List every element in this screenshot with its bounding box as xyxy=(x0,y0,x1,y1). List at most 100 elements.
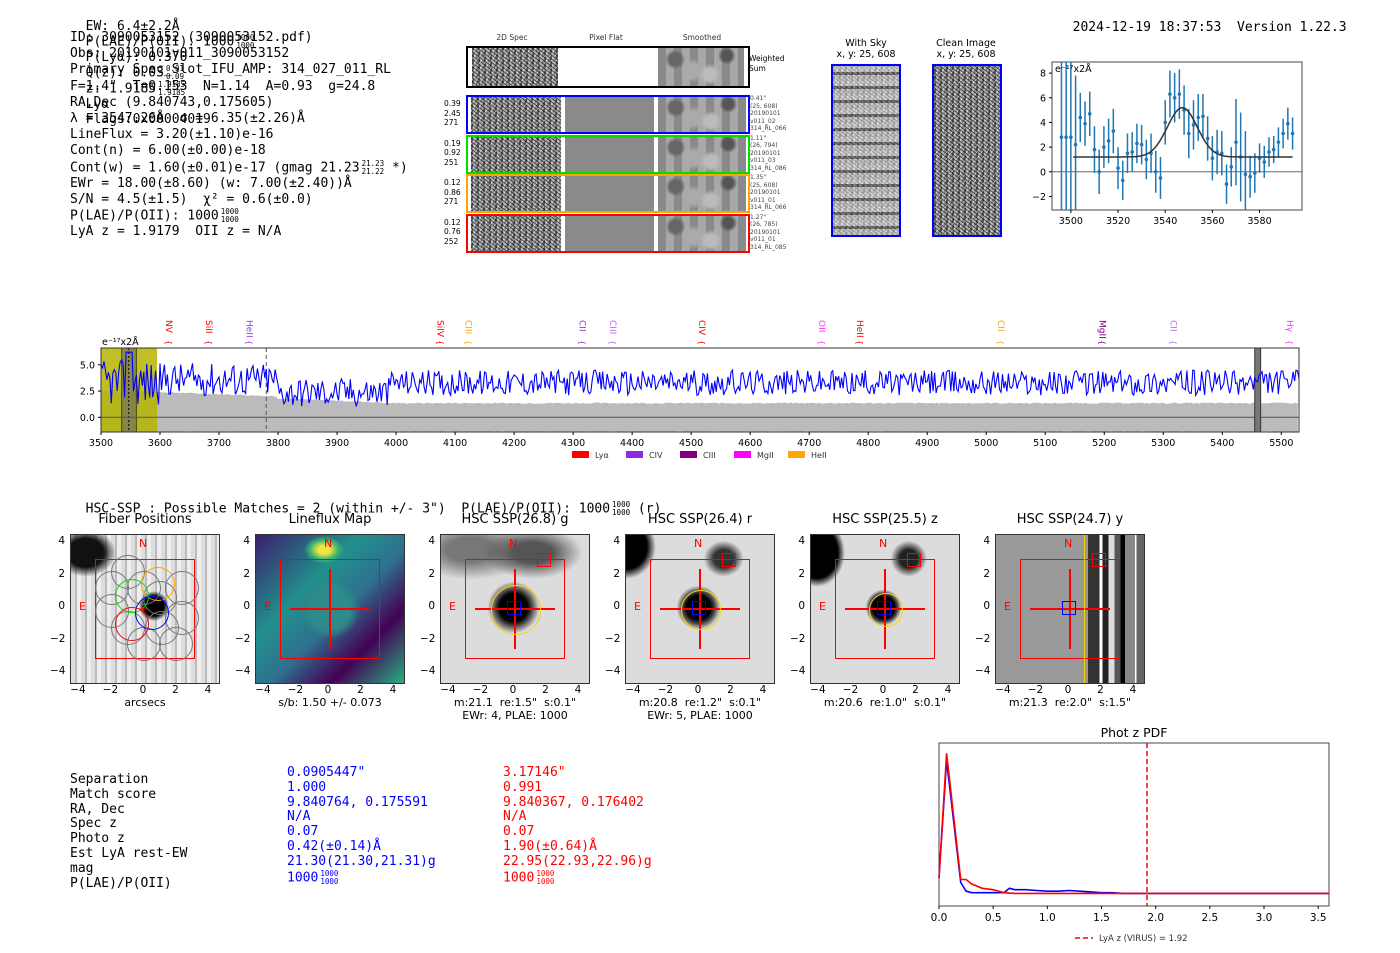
legend-label: Lyα xyxy=(595,451,609,460)
data-point xyxy=(1059,135,1064,140)
fiber-info: 0.41" (25, 608) 20190101 v011_02 314_RL_066 xyxy=(750,95,786,133)
y-tick-label: 4 xyxy=(58,535,65,547)
clean-image-title: Clean Image x, y: 25, 608 xyxy=(936,38,996,60)
x-tick-label: 2 xyxy=(542,684,549,696)
ellipse-aperture xyxy=(869,593,903,627)
x-tick-label: 4000 xyxy=(384,438,408,449)
match-value: 3.17146" xyxy=(503,765,566,780)
y-tick-label: 0 xyxy=(58,600,65,612)
data-point xyxy=(1276,140,1281,144)
spectrum-line xyxy=(100,351,1300,408)
x-tick-label: 5400 xyxy=(1210,438,1234,449)
x-tick-label: 4500 xyxy=(679,438,703,449)
x-tick-label: 4600 xyxy=(738,438,762,449)
data-point xyxy=(1196,115,1201,120)
phot-z-pdf-chart: Phot z PDF 0.0 0.5 1.0 1.5 2.0 2.5 3.0 3.5 LyA z … xyxy=(931,725,1330,944)
y-tick-label: −4 xyxy=(975,665,991,677)
y-tick-label: 4 xyxy=(983,535,990,547)
x-tick-label: −2 xyxy=(1027,684,1044,696)
x-tick-label: 3.0 xyxy=(1256,912,1273,924)
x-tick-label: −4 xyxy=(810,684,826,696)
match-value: 0.07 xyxy=(287,824,319,840)
fiber-info-line: 20190101 xyxy=(750,228,781,236)
z-value: z: 1.9185 xyxy=(85,81,157,97)
x-tick-label: 3600 xyxy=(148,438,172,449)
emission-line-label: CII xyxy=(995,320,1005,332)
y-tick-label: 0 xyxy=(983,600,990,612)
match-red-column: 3.17146" 0.991 9.840367, 0.176402 N/A 0.07 1.… xyxy=(503,765,652,886)
emission-line-bracket: { xyxy=(1168,340,1177,345)
x-tick-label: 3500 xyxy=(1059,216,1083,227)
x-tick-label: −4 xyxy=(440,684,456,696)
fiber-2d-spec xyxy=(471,97,561,132)
y-tick-label: 4 xyxy=(243,535,250,547)
data-point xyxy=(1087,112,1092,116)
cutout-subtitle: s/b: 1.50 +/- 0.073 xyxy=(278,696,382,709)
fiber-stats: 0.12 0.86 271 xyxy=(444,178,466,207)
y-tick-label: 2.5 xyxy=(80,387,95,398)
fiber-pixel-flat xyxy=(565,215,654,251)
cutout-title: HSC SSP(25.5) z xyxy=(832,512,938,527)
match-marker-red xyxy=(907,553,921,567)
y-tick-label: −4 xyxy=(420,665,436,677)
line-fit-chart: −2 0 2 4 6 8 3500 3520 3540 3560 3580 e⁻¹⁷x2Å xyxy=(1032,61,1303,227)
col-title-2dspec: 2D Spec xyxy=(496,33,528,42)
col-title-smoothed: Smoothed xyxy=(682,33,722,42)
emission-line-label: Hγ xyxy=(1284,320,1294,333)
fiber-smoothed xyxy=(658,136,746,172)
x-tick-label: 4900 xyxy=(915,438,939,449)
data-point xyxy=(1210,156,1215,160)
fiber-stats: 0.39 2.45 271 xyxy=(444,99,466,128)
summary-header: EW: 6.4±2.2Å P(LAE)/P(OII): 1000 1000 1000… xyxy=(70,4,270,127)
aperture-box xyxy=(465,559,565,659)
north-label: N xyxy=(694,537,703,550)
ewr-line: EWr = 18.00(±8.60) (w: 7.00(±2.40))Å xyxy=(70,175,352,191)
aperture-box xyxy=(835,559,935,659)
match-value: 0.0905447" xyxy=(287,765,366,780)
cutout-panel: HSC SSP(24.7) y N E 4 2 0 −2 −4 −4 −2 0 2 4 m:21.3 re… xyxy=(975,512,1165,722)
fiber-info-line: (26, 785) xyxy=(750,221,778,229)
east-label: E xyxy=(264,600,271,613)
data-point xyxy=(1153,169,1158,174)
ew-value: EW: 6.4±2.2Å xyxy=(85,19,180,34)
fiber-info-line: 20190101 xyxy=(750,110,781,118)
emission-line-label: SiII xyxy=(203,320,213,334)
emission-line-bracket: { xyxy=(578,340,587,345)
fiber-stat-value: 252 xyxy=(444,236,459,246)
x-tick-label: 1.0 xyxy=(1039,912,1056,924)
data-point xyxy=(1116,166,1120,170)
x-tick-label: 3800 xyxy=(266,438,290,449)
match-labels: Separation Match score RA, Dec Spec z Photo … xyxy=(70,772,187,891)
data-point xyxy=(1262,160,1267,164)
y-tick-label: −2 xyxy=(1032,192,1046,203)
legend-label: MgII xyxy=(757,451,774,460)
y-tick-label: 8 xyxy=(1040,69,1046,80)
emission-line-label: CIII xyxy=(607,320,617,334)
cutout-title: Fiber Positions xyxy=(98,512,192,527)
data-point xyxy=(1139,142,1144,147)
match-value: 9.840764, 0.175591 xyxy=(287,794,428,810)
flags-value: Flags:0x00004019 xyxy=(85,112,211,127)
x-tick-label: 3560 xyxy=(1200,216,1224,227)
emission-line-bracket: { xyxy=(817,340,826,345)
cont-w-line: Cont(w) = 1.60(±0.01)e-17 (gmag 21.23 21.… xyxy=(70,158,408,176)
y-tick-label: 0 xyxy=(613,600,620,612)
data-point xyxy=(1097,169,1101,174)
data-point xyxy=(1135,141,1139,146)
emission-line-label: CII xyxy=(1167,320,1177,332)
data-point xyxy=(1248,174,1252,179)
match-marker-blue xyxy=(1062,601,1076,615)
legend-swatch xyxy=(626,451,643,458)
data-point xyxy=(1201,114,1205,119)
x-tick-label: 2 xyxy=(357,684,364,696)
y-tick-label: 4 xyxy=(613,535,620,547)
data-point xyxy=(1064,135,1068,140)
x-tick-label: 3900 xyxy=(325,438,349,449)
emission-line-bracket: { xyxy=(164,340,173,345)
x-tick-label: −4 xyxy=(995,684,1011,696)
col-title-pixelflat: Pixel Flat xyxy=(589,33,623,42)
y-unit-label: e⁻¹⁷x2Å xyxy=(1055,63,1092,75)
north-label: N xyxy=(324,537,333,550)
